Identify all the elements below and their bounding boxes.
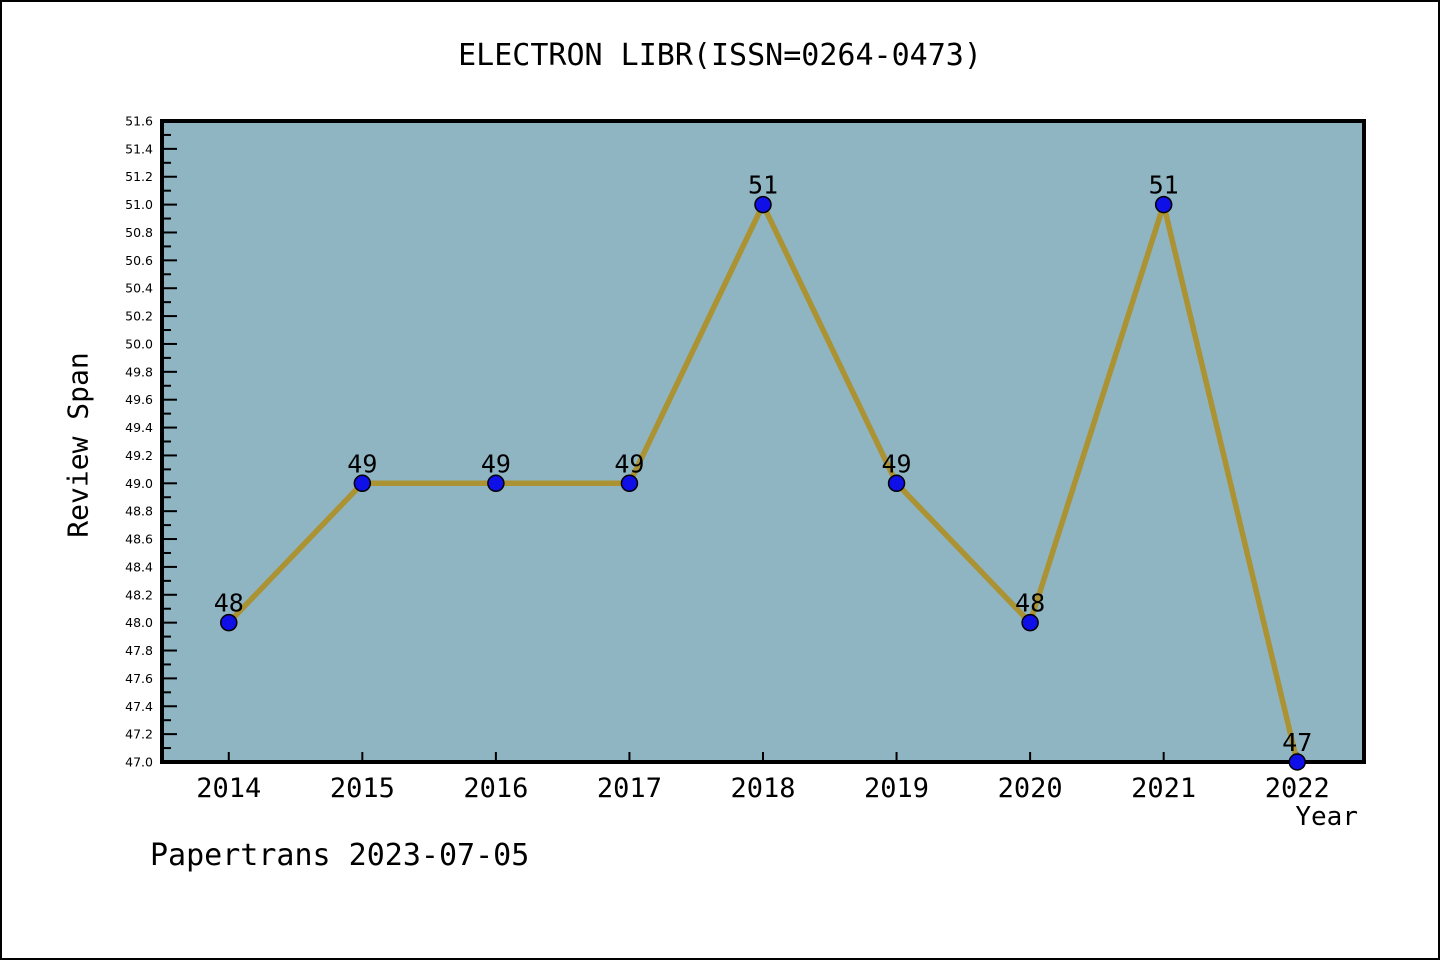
x-axis-title: Year <box>1295 802 1358 832</box>
x-tick-label: 2019 <box>864 773 929 804</box>
y-tick-label: 49.4 <box>125 420 153 435</box>
y-tick-label: 47.0 <box>125 755 153 770</box>
y-tick-label: 51.6 <box>125 114 153 129</box>
y-tick-label: 47.4 <box>125 699 153 714</box>
y-tick-label: 51.2 <box>125 169 153 184</box>
y-tick-label: 47.8 <box>125 643 153 658</box>
x-tick-label: 2018 <box>730 773 795 804</box>
x-tick-label: 2014 <box>196 773 261 804</box>
data-point-marker <box>1288 753 1306 771</box>
y-tick-label: 50.4 <box>125 281 153 296</box>
y-tick-label: 50.2 <box>125 309 153 324</box>
data-point-label: 48 <box>1015 589 1045 618</box>
data-point-label: 51 <box>1149 171 1179 200</box>
data-point-label: 49 <box>614 449 644 478</box>
page-title: ELECTRON LIBR(ISSN=0264-0473) <box>458 38 982 73</box>
data-point-marker <box>353 474 372 493</box>
y-tick-label: 48.8 <box>125 504 153 519</box>
y-tick-label: 51.4 <box>125 141 153 156</box>
y-tick-label: 48.0 <box>125 615 153 630</box>
y-tick-label: 47.2 <box>125 727 153 742</box>
y-tick-label: 48.6 <box>125 532 153 547</box>
x-tick-label: 2017 <box>597 773 662 804</box>
footer-watermark: Papertrans 2023-07-05 <box>150 838 530 873</box>
data-point-marker <box>754 195 772 214</box>
data-point-label: 49 <box>481 449 511 478</box>
x-tick-label: 2020 <box>998 773 1063 804</box>
x-tick-label: 2015 <box>330 773 395 804</box>
y-axis-title: Review Span <box>61 352 95 538</box>
y-tick-label: 49.8 <box>125 364 153 379</box>
data-point-label: 49 <box>347 449 377 478</box>
data-point-marker <box>620 474 639 493</box>
data-point-marker <box>1154 195 1173 214</box>
y-tick-label: 49.2 <box>125 448 153 463</box>
y-tick-label: 49.0 <box>125 476 153 491</box>
x-tick-label: 2021 <box>1131 773 1196 804</box>
y-tick-label: 50.0 <box>125 336 153 351</box>
data-point-marker <box>1021 613 1039 632</box>
y-tick-label: 50.6 <box>125 253 153 268</box>
y-tick-label: 48.2 <box>125 587 153 602</box>
plot-area <box>162 121 1364 762</box>
y-tick-label: 49.6 <box>125 392 153 407</box>
plot-frame <box>160 119 1366 764</box>
y-tick-label: 48.4 <box>125 559 153 574</box>
y-tick-label: 50.8 <box>125 225 153 240</box>
data-point-label: 51 <box>748 171 778 200</box>
y-tick-label: 51.0 <box>125 197 153 212</box>
y-tick-label: 47.6 <box>125 671 153 686</box>
data-point-marker <box>220 613 238 632</box>
data-point-marker <box>887 474 906 493</box>
x-tick-label: 2022 <box>1265 773 1330 804</box>
data-point-label: 48 <box>214 589 244 618</box>
x-tick-label: 2016 <box>463 773 528 804</box>
data-point-label: 47 <box>1282 728 1312 757</box>
data-point-marker <box>487 474 505 493</box>
data-point-label: 49 <box>882 449 912 478</box>
